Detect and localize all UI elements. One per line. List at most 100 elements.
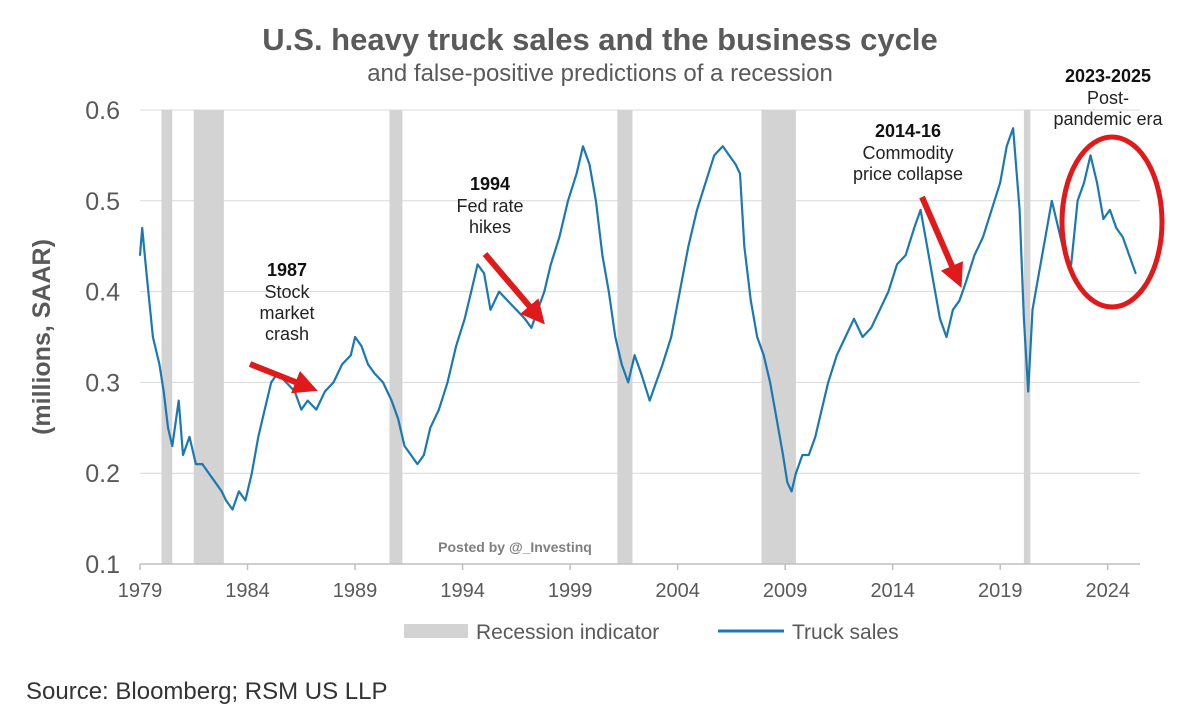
data-point xyxy=(582,145,584,148)
data-point xyxy=(861,336,864,338)
data-point xyxy=(945,336,948,338)
data-point xyxy=(403,445,406,447)
data-point xyxy=(782,454,784,456)
y-tick-label: 0.6 xyxy=(85,97,120,125)
data-point xyxy=(285,381,288,384)
x-tick-label: 1989 xyxy=(333,580,378,602)
data-point xyxy=(145,272,148,275)
data-point xyxy=(1115,227,1118,229)
data-point xyxy=(775,417,778,420)
data-point xyxy=(786,481,789,484)
data-point xyxy=(655,381,657,384)
data-point xyxy=(244,499,247,502)
data-point xyxy=(1083,181,1085,184)
data-point xyxy=(808,454,810,456)
data-point xyxy=(349,354,352,356)
data-point xyxy=(498,290,500,293)
data-point xyxy=(489,308,492,311)
data-point xyxy=(549,263,552,266)
data-point xyxy=(382,381,384,384)
data-point xyxy=(704,181,707,184)
annotation-text: crash xyxy=(265,324,309,344)
data-point xyxy=(238,490,240,493)
data-point xyxy=(739,172,741,175)
annotation-arrow xyxy=(919,195,963,288)
data-point xyxy=(601,254,604,257)
data-point xyxy=(1027,390,1029,393)
x-tick-label: 1984 xyxy=(225,580,270,602)
annotation-year: 2023-2025 xyxy=(1065,66,1151,86)
data-point xyxy=(620,363,623,366)
annotation-arrow xyxy=(482,252,545,325)
data-point xyxy=(756,336,759,338)
y-tick-label: 0.5 xyxy=(85,188,120,216)
recession-band xyxy=(161,110,173,564)
annotation-text: price collapse xyxy=(853,164,963,184)
recession-band xyxy=(1023,110,1031,564)
data-point xyxy=(721,145,724,148)
data-point xyxy=(360,345,363,347)
data-point xyxy=(1109,209,1111,211)
data-point xyxy=(1121,236,1124,238)
data-point xyxy=(470,290,472,293)
data-point xyxy=(661,363,664,366)
data-point xyxy=(1134,272,1137,275)
data-point xyxy=(965,281,967,284)
data-point xyxy=(844,336,847,338)
recession-band xyxy=(193,110,224,564)
annotation-text: pandemic era xyxy=(1053,109,1163,129)
data-point xyxy=(769,381,771,384)
data-point xyxy=(1012,127,1014,129)
data-point xyxy=(476,263,479,266)
x-tick-label: 2014 xyxy=(870,580,915,602)
data-point xyxy=(790,490,793,493)
data-point xyxy=(367,363,369,366)
x-tick-label: 1979 xyxy=(118,580,163,602)
data-point xyxy=(648,399,651,402)
data-point xyxy=(463,318,466,320)
data-point xyxy=(483,272,485,275)
data-point xyxy=(973,254,976,257)
data-point xyxy=(588,163,591,166)
data-point xyxy=(835,354,838,356)
data-point xyxy=(397,417,399,420)
data-point xyxy=(341,363,343,366)
data-point xyxy=(438,408,440,411)
data-point xyxy=(670,336,672,338)
data-point xyxy=(1057,227,1060,229)
data-point xyxy=(982,236,984,238)
recession-band xyxy=(761,110,796,564)
data-point xyxy=(1051,200,1053,202)
data-point xyxy=(926,245,928,247)
data-point xyxy=(1096,181,1098,184)
data-point xyxy=(633,354,636,356)
data-point xyxy=(678,290,681,293)
data-point xyxy=(749,299,752,302)
data-point xyxy=(270,381,272,384)
annotation-year: 1994 xyxy=(470,174,510,194)
data-point xyxy=(257,436,260,438)
y-tick-label: 0.1 xyxy=(85,551,120,579)
data-point xyxy=(139,254,141,257)
data-point xyxy=(743,245,746,247)
data-point xyxy=(354,336,356,338)
data-point xyxy=(887,290,890,293)
data-point xyxy=(195,463,197,465)
data-point xyxy=(410,454,412,456)
data-point xyxy=(932,281,935,284)
data-point xyxy=(390,399,393,402)
data-point xyxy=(324,390,326,393)
data-point xyxy=(827,381,829,384)
data-point xyxy=(373,372,376,375)
data-point xyxy=(687,245,690,247)
data-point xyxy=(515,308,518,311)
data-point xyxy=(990,209,993,211)
data-point xyxy=(820,408,823,411)
data-point xyxy=(640,372,642,375)
data-point xyxy=(1089,154,1092,157)
data-point xyxy=(446,381,449,384)
data-point xyxy=(416,463,419,465)
x-tick-label: 1994 xyxy=(440,580,485,602)
